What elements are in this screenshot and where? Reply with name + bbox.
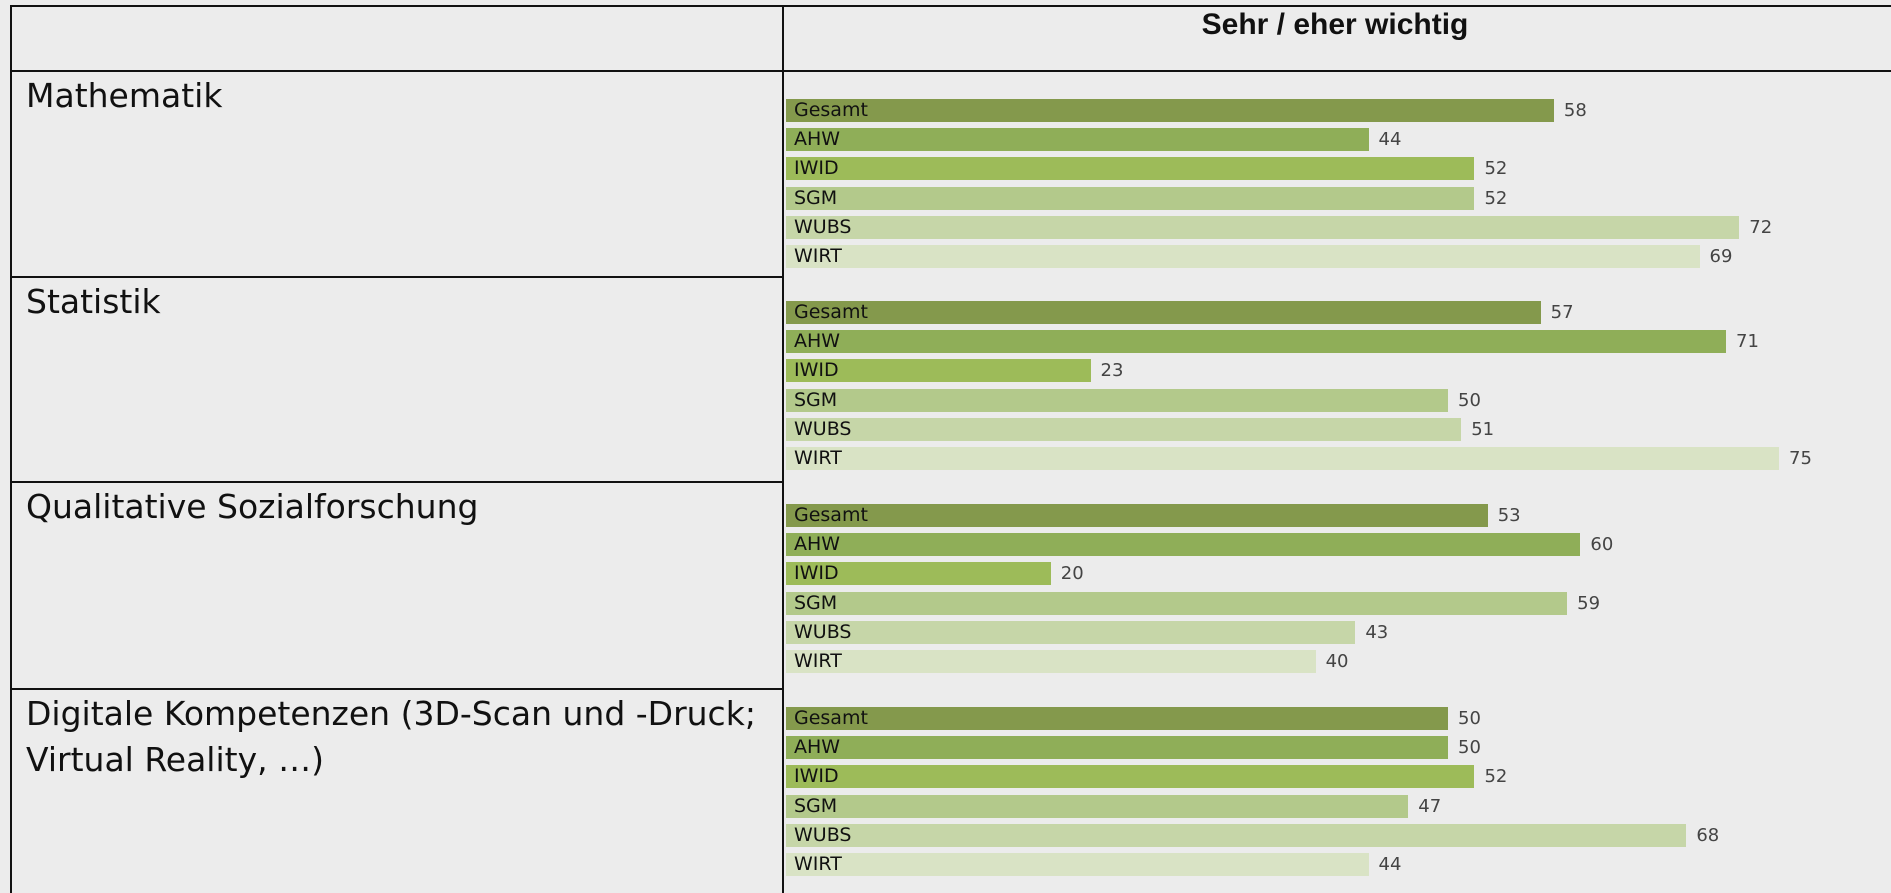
bar: [786, 620, 1356, 644]
value-label: 20: [1060, 563, 1084, 585]
bar: [786, 186, 1475, 210]
bar: [786, 591, 1568, 615]
category-label: WIRT: [794, 853, 842, 875]
bar: [786, 736, 1448, 760]
bar: [786, 388, 1448, 412]
value-label: 72: [1749, 216, 1773, 238]
row-label: Qualitative Sozialforschung: [26, 487, 479, 526]
value-label: 57: [1550, 302, 1574, 323]
bar: [786, 853, 1369, 876]
header-rule: [10, 70, 1891, 72]
category-label: Gesamt: [794, 99, 868, 121]
category-label: WUBS: [794, 620, 852, 643]
bar: [786, 301, 1541, 324]
category-label: WUBS: [794, 215, 852, 238]
category-label: WIRT: [794, 447, 842, 469]
category-label: AHW: [794, 736, 841, 759]
value-label: 23: [1100, 360, 1124, 382]
bar: [786, 707, 1448, 730]
category-label: IWID: [794, 359, 839, 382]
border-top: [10, 5, 1891, 7]
row-rule: [10, 481, 784, 483]
category-label: Gesamt: [794, 707, 868, 729]
value-label: 47: [1418, 795, 1442, 817]
bar: [786, 99, 1554, 122]
bar: [786, 157, 1475, 181]
column-header: Sehr / eher wichtig: [1201, 8, 1469, 41]
category-label: SGM: [794, 186, 838, 209]
value-label: 75: [1789, 448, 1812, 469]
category-label: Gesamt: [794, 301, 868, 323]
border-left: [10, 5, 12, 893]
value-label: 53: [1497, 505, 1521, 526]
value-label: 43: [1365, 621, 1389, 643]
category-label: WUBS: [794, 417, 852, 440]
bar: [786, 650, 1316, 673]
category-label: AHW: [794, 533, 841, 556]
bar: [786, 533, 1581, 557]
bar: [786, 417, 1462, 441]
value-label: 52: [1484, 158, 1508, 180]
category-label: WIRT: [794, 245, 842, 267]
category-label: IWID: [794, 157, 839, 180]
category-label: SGM: [794, 591, 838, 614]
category-label: AHW: [794, 330, 841, 353]
bar: [786, 128, 1369, 152]
value-label: 58: [1563, 100, 1587, 121]
bar: [786, 765, 1475, 789]
category-label: WIRT: [794, 650, 842, 672]
category-label: SGM: [794, 794, 838, 817]
column-divider: [782, 5, 784, 893]
value-label: 59: [1577, 592, 1601, 614]
category-label: AHW: [794, 128, 841, 151]
category-label: WUBS: [794, 823, 852, 846]
row-label: Digitale Kompetenzen (3D-Scan und -Druck…: [26, 694, 756, 779]
category-label: Gesamt: [794, 504, 868, 526]
value-label: 69: [1709, 246, 1733, 267]
bar: [786, 562, 1051, 586]
value-label: 50: [1458, 708, 1481, 729]
bar: [786, 794, 1409, 818]
value-label: 44: [1378, 854, 1402, 875]
value-label: 71: [1736, 331, 1759, 353]
category-label: SGM: [794, 388, 838, 411]
value-label: 44: [1378, 129, 1402, 151]
row-rule: [10, 276, 784, 278]
row-label: Statistik: [26, 282, 161, 321]
bar: [786, 823, 1687, 847]
bar: [786, 447, 1779, 470]
value-label: 50: [1458, 737, 1481, 759]
category-label: IWID: [794, 562, 839, 585]
row-label: Mathematik: [26, 76, 223, 115]
value-label: 60: [1590, 534, 1614, 556]
bar: [786, 330, 1727, 354]
bar: [786, 245, 1700, 268]
bar: [786, 359, 1091, 383]
value-label: 50: [1458, 389, 1481, 411]
value-label: 68: [1696, 824, 1720, 846]
category-label: IWID: [794, 765, 839, 788]
value-label: 51: [1471, 418, 1495, 440]
value-label: 52: [1484, 187, 1508, 209]
value-label: 40: [1325, 651, 1349, 672]
row-rule: [10, 688, 784, 690]
bar: [786, 215, 1740, 239]
value-label: 52: [1484, 766, 1508, 788]
bar: [786, 504, 1488, 527]
